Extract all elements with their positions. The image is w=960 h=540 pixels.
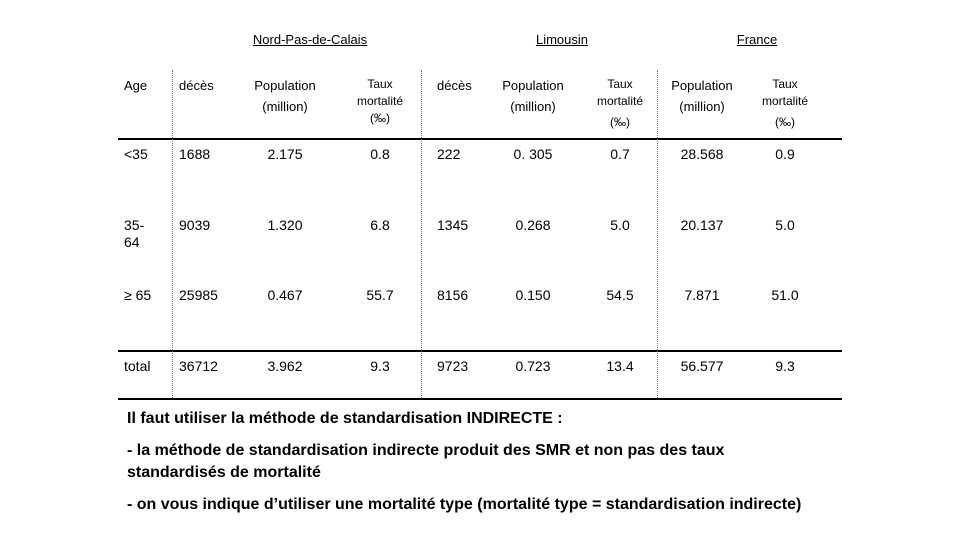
- header-population-line2: (million): [679, 99, 725, 114]
- cell-lim-pop: 0.150: [515, 287, 551, 303]
- header-population-line2: (million): [262, 99, 308, 114]
- header-taux-line3: (‰): [775, 115, 795, 129]
- header-fr-taux: Taux mortalité (‰): [745, 76, 825, 131]
- cell-fr-taux: 51.0: [771, 287, 799, 303]
- region-title-npc: Nord-Pas-de-Calais: [252, 32, 368, 47]
- cell-fr-pop: 28.568: [680, 146, 724, 162]
- cell-lim-pop: 0.723: [515, 358, 551, 374]
- cell-lim-taux: 0.7: [610, 146, 630, 162]
- cell-fr-taux: 0.9: [775, 146, 795, 162]
- cell-npc-deces: 1688: [179, 146, 211, 162]
- region-title-limousin: Limousin: [535, 32, 589, 47]
- header-taux-line2: mortalité: [761, 94, 808, 108]
- header-npc-deces: décès: [179, 78, 214, 93]
- cell-npc-taux: 9.3: [370, 358, 390, 374]
- header-population-line1: Population: [254, 78, 316, 93]
- header-population-line1: Population: [502, 78, 564, 93]
- cell-age: ≥ 65: [124, 287, 152, 303]
- header-taux-line1: Taux: [607, 77, 633, 91]
- header-taux-line2: mortalité: [596, 94, 643, 108]
- cell-lim-pop: 0. 305: [513, 146, 553, 162]
- cell-npc-deces: 9039: [179, 217, 211, 233]
- column-divider: [657, 70, 658, 398]
- cell-lim-pop: 0.268: [515, 217, 551, 233]
- cell-npc-pop: 1.320: [267, 217, 303, 233]
- header-taux-line3: (‰): [610, 115, 630, 129]
- header-npc-taux: Taux mortalité (‰): [340, 76, 420, 127]
- cell-fr-taux: 9.3: [775, 358, 795, 374]
- header-taux-line1: Taux: [367, 77, 393, 91]
- note-heading: Il faut utiliser la méthode de standardi…: [127, 410, 563, 427]
- cell-fr-taux: 5.0: [775, 217, 795, 233]
- header-fr-population: Population (million): [657, 76, 747, 116]
- cell-age: 35-64: [124, 217, 145, 250]
- header-lim-population: Population (million): [488, 76, 578, 116]
- header-age: Age: [124, 78, 148, 93]
- cell-fr-pop: 7.871: [684, 287, 720, 303]
- note-item: - on vous indique d’utiliser une mortali…: [127, 496, 802, 513]
- table-bottom-rule: [118, 398, 842, 400]
- cell-npc-pop: 3.962: [267, 358, 303, 374]
- header-taux-line3: (‰): [370, 111, 390, 125]
- cell-npc-deces: 25985: [179, 287, 218, 303]
- cell-npc-taux: 6.8: [370, 217, 390, 233]
- cell-lim-deces: 1345: [437, 217, 469, 233]
- cell-lim-deces: 9723: [437, 358, 469, 374]
- header-population-line1: Population: [671, 78, 733, 93]
- cell-lim-taux: 13.4: [606, 358, 634, 374]
- header-taux-line2: mortalité: [356, 94, 403, 108]
- cell-lim-deces: 222: [437, 146, 461, 162]
- header-lim-deces: décès: [437, 78, 472, 93]
- cell-age: total: [124, 358, 151, 374]
- header-taux-line1: Taux: [772, 77, 798, 91]
- region-title-france: France: [736, 32, 778, 47]
- cell-age: <35: [124, 146, 148, 162]
- column-divider: [421, 70, 422, 398]
- column-divider: [172, 70, 173, 398]
- cell-lim-taux: 54.5: [606, 287, 634, 303]
- header-lim-taux: Taux mortalité (‰): [580, 76, 660, 131]
- cell-fr-pop: 20.137: [680, 217, 724, 233]
- cell-lim-deces: 8156: [437, 287, 469, 303]
- cell-npc-taux: 0.8: [370, 146, 390, 162]
- cell-npc-pop: 2.175: [267, 146, 303, 162]
- cell-npc-pop: 0.467: [267, 287, 303, 303]
- total-rule: [118, 350, 842, 352]
- note-item: - la méthode de standardisation indirect…: [127, 442, 725, 481]
- cell-npc-deces: 36712: [179, 358, 218, 374]
- cell-lim-taux: 5.0: [610, 217, 630, 233]
- cell-npc-taux: 55.7: [366, 287, 394, 303]
- header-population-line2: (million): [510, 99, 556, 114]
- header-rule: [118, 138, 842, 140]
- cell-fr-pop: 56.577: [680, 358, 724, 374]
- header-npc-population: Population (million): [240, 76, 330, 116]
